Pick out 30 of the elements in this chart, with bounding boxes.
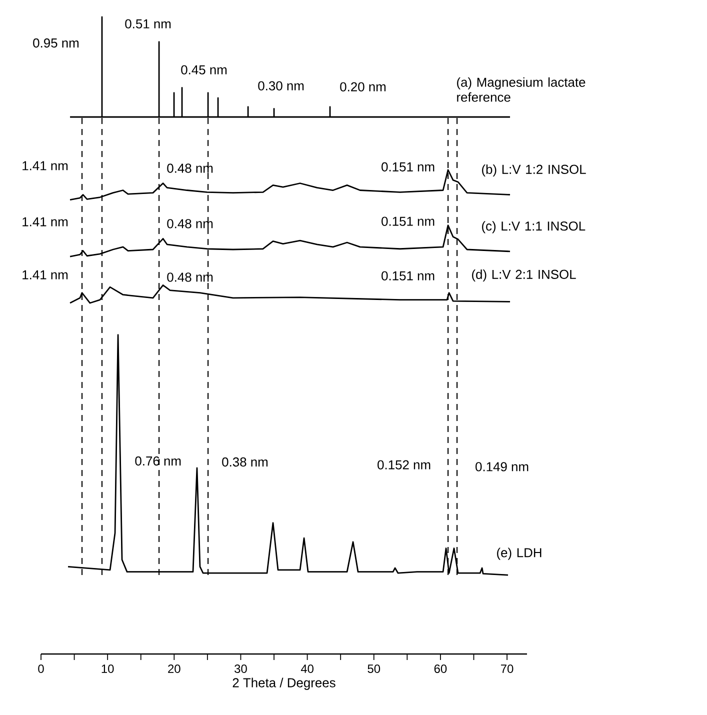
series-label: (a) Magnesium lactate reference [457, 77, 586, 102]
series-label: (c) L:V 1:1 INSOL [482, 221, 586, 234]
annotation: 1.41 nm [22, 217, 68, 226]
x-tick-label: 20 [168, 664, 180, 673]
annotation: 0.149 nm [476, 462, 528, 472]
x-tick-label: 10 [102, 664, 114, 673]
x-tick-label: 30 [234, 664, 247, 673]
annotation: 0.45 nm [181, 65, 227, 74]
annotation: 0.30 nm [258, 81, 304, 90]
series-label: (b) L:V 1:2 INSOL [482, 164, 586, 177]
annotation: 1.41 nm [22, 161, 68, 170]
series-label: (d) L:V 2:1 INSOL [472, 269, 576, 282]
annotation: 0.95 nm [33, 38, 79, 48]
x-tick-label: 50 [368, 664, 380, 673]
annotation: 0.38 nm [222, 457, 268, 467]
series-label: (e) LDH [497, 548, 542, 560]
annotation: 0.152 nm [378, 460, 430, 470]
annotation: 0.151 nm [382, 271, 434, 280]
annotation: 0.51 nm [125, 19, 171, 28]
annotation: 0.151 nm [382, 162, 434, 172]
annotation: 0.48 nm [167, 219, 213, 228]
annotation: 0.20 nm [340, 82, 386, 92]
annotation: 1.41 nm [22, 270, 68, 280]
annotation: 0.48 nm [167, 164, 213, 173]
x-tick-label: 70 [500, 664, 514, 673]
annotation: 0.151 nm [382, 216, 434, 226]
x-tick-label: 60 [434, 664, 447, 673]
x-tick-label: 40 [300, 664, 314, 673]
x-tick-label: 0 [38, 664, 44, 673]
x-axis-title: 2 Theta / Degrees [232, 678, 336, 690]
